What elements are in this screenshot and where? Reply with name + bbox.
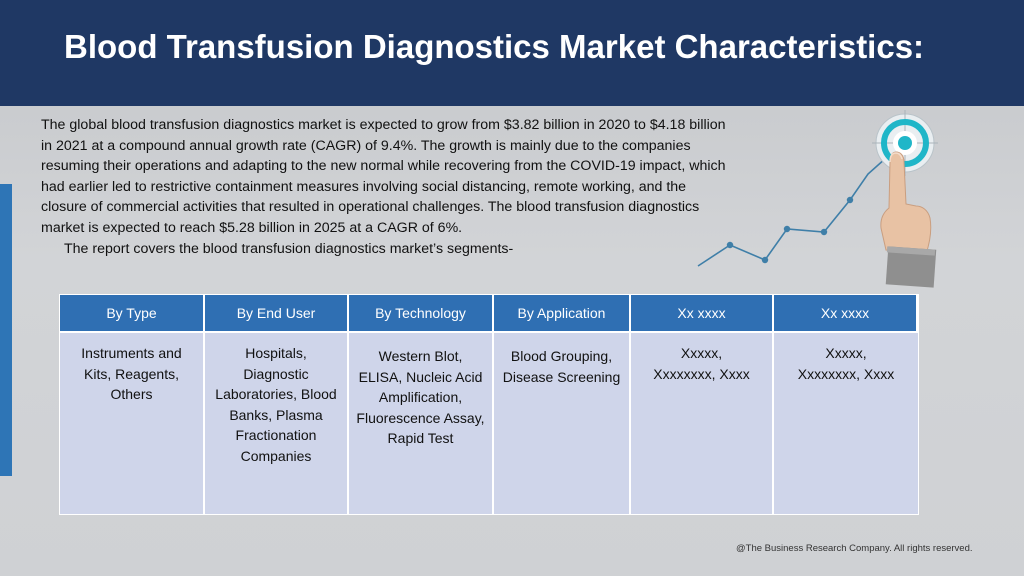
table-header-cell: By End User (205, 295, 349, 333)
table-cell: Western Blot, ELISA, Nucleic Acid Amplif… (349, 333, 494, 514)
growth-line-chart-icon (697, 157, 887, 267)
table-header-cell: By Technology (349, 295, 494, 333)
intro-paragraph: The global blood transfusion diagnostics… (41, 117, 726, 236)
accent-bar (0, 184, 12, 476)
table-header-cell: By Type (60, 295, 205, 333)
segments-table: By Type By End User By Technology By App… (59, 294, 919, 515)
table-cell: Xxxxx, Xxxxxxxx, Xxxx (774, 333, 918, 514)
growth-graphic (697, 110, 938, 288)
page-title: Blood Transfusion Diagnostics Market Cha… (64, 28, 925, 65)
table-cell: Instruments and Kits, Reagents, Others (60, 333, 205, 514)
target-icon (872, 110, 938, 176)
table-cell: Blood Grouping, Disease Screening (494, 333, 631, 514)
table-header-cell: By Application (494, 295, 631, 333)
table-cell: Hospitals, Diagnostic Laboratories, Bloo… (205, 333, 349, 514)
intro-text: The global blood transfusion diagnostics… (41, 115, 731, 259)
table-header-cell: Xx xxxx (631, 295, 774, 333)
header-banner: Blood Transfusion Diagnostics Market Cha… (0, 0, 1024, 106)
pointing-hand-icon (880, 151, 937, 288)
segments-line: The report covers the blood transfusion … (64, 240, 514, 257)
table-cell: Xxxxx, Xxxxxxxx, Xxxx (631, 333, 774, 514)
table-header-cell: Xx xxxx (774, 295, 918, 333)
copyright-footer: @The Business Research Company. All righ… (736, 543, 973, 554)
